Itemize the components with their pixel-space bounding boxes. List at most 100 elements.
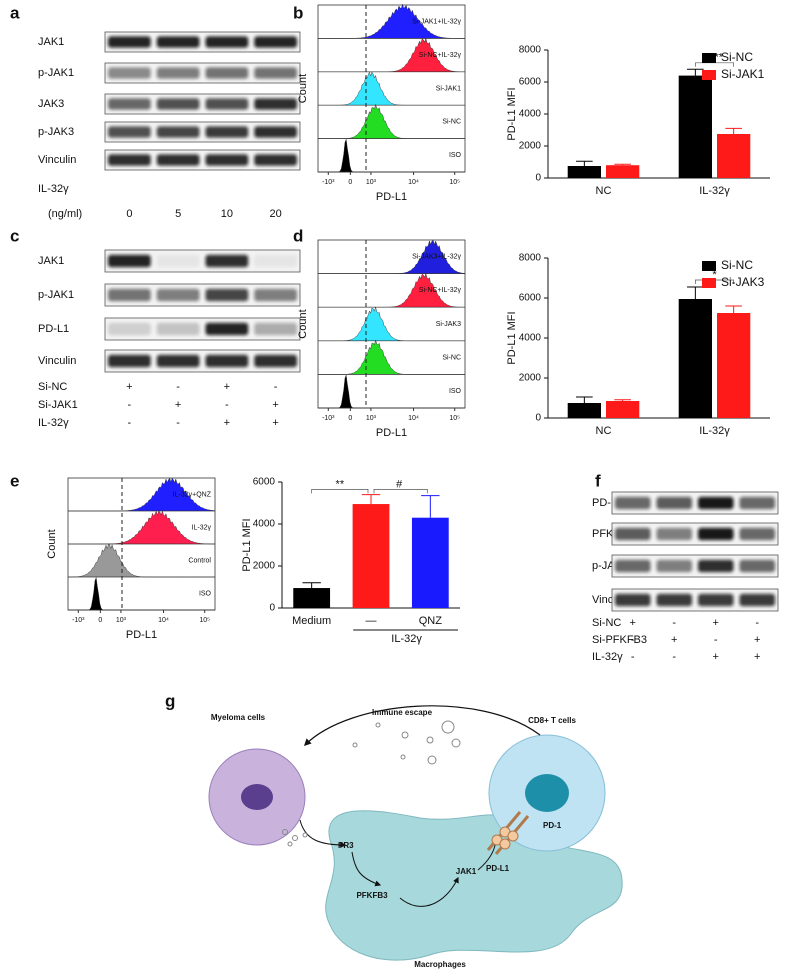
y-tick-label: 4000 [519, 109, 542, 120]
flow-track-label: ISO [449, 388, 462, 395]
condition-sign: + [175, 399, 181, 411]
significance-label: * [712, 269, 717, 281]
y-tick-label: 2000 [253, 561, 276, 572]
blot-frame [104, 121, 301, 143]
bar [605, 165, 640, 178]
significance-bracket [373, 489, 428, 494]
blot-band [254, 254, 297, 268]
panel-label: b [293, 3, 303, 22]
group-label: IL-32γ [391, 633, 422, 645]
label-pd1: PD-1 [543, 821, 562, 830]
condition-label: Si-NC [38, 381, 67, 393]
blot-band [698, 527, 734, 541]
y-axis-label: Count [297, 74, 309, 103]
condition-sign: + [671, 634, 677, 646]
blot-row-label: JAK1 [38, 255, 64, 267]
x-tick-label: NC [596, 185, 612, 197]
blot-band [254, 36, 297, 48]
x-tick-label: 10⁵ [449, 179, 460, 186]
x-tick-label: 10³ [366, 415, 377, 422]
condition-sign: - [176, 381, 180, 393]
condition-sign: + [713, 617, 719, 629]
bar [716, 313, 751, 418]
condition-label: IL-32γ [592, 651, 623, 663]
blot-frame [611, 491, 779, 515]
blot-band [739, 527, 775, 541]
x-tick-label: — [366, 615, 377, 627]
blot-frame [104, 249, 301, 273]
condition-sign: - [274, 381, 278, 393]
x-tick-label: 10⁵ [449, 415, 460, 422]
condition-sign: + [272, 417, 278, 429]
blot-band [108, 288, 151, 302]
legend-swatch [702, 70, 716, 80]
vesicles [282, 720, 461, 847]
condition-sign: - [714, 634, 718, 646]
blot-band [615, 559, 651, 573]
bar [567, 166, 602, 178]
blot-band [156, 67, 200, 79]
x-tick-label: 0 [98, 617, 102, 624]
flow-track-label: ISO [449, 152, 462, 159]
blot-row-label: p-JAK3 [38, 126, 74, 138]
condition-sign: + [630, 617, 636, 629]
y-axis-label: PD-L1 MFI [506, 311, 518, 364]
y-tick-label: 2000 [519, 373, 542, 384]
label-macrophages: Macrophages [414, 960, 466, 969]
bar [605, 401, 640, 418]
x-tick-label: -10³ [72, 617, 85, 624]
condition-sign: + [754, 651, 760, 663]
pfkfb3-arrow [351, 851, 382, 887]
panel-label: e [10, 471, 19, 490]
x-tick-label: 10⁴ [408, 415, 419, 422]
label-pfkfb3: PFKFB3 [356, 891, 388, 900]
blot-band [739, 559, 775, 573]
condition-sign: + [272, 399, 278, 411]
blot-band [205, 254, 249, 268]
blot-band [656, 527, 692, 541]
y-tick-label: 6000 [253, 477, 276, 488]
blot-frame [104, 283, 301, 307]
bar [411, 517, 449, 608]
blot-band [656, 559, 692, 573]
blot-frame [611, 554, 779, 578]
condition-label: IL-32γ [38, 417, 69, 429]
label-pr3: PR3 [338, 841, 354, 850]
condition-sign: - [672, 617, 676, 629]
x-tick-label: NC [596, 425, 612, 437]
blot-frame [104, 31, 301, 53]
blot-band [254, 154, 297, 166]
blot-band [254, 67, 297, 79]
flow-track-label: Si-JAK3 [436, 321, 461, 328]
significance-bracket [311, 489, 369, 494]
significance-label: # [396, 478, 403, 490]
flow-track-label: Si-JAK1 [436, 85, 461, 92]
blot-band [108, 322, 151, 336]
blot-band [698, 496, 734, 510]
condition-sign: - [631, 651, 635, 663]
panel-label: d [293, 226, 303, 245]
bar [293, 588, 331, 608]
blot-row-label: PD-L1 [38, 323, 69, 335]
flow-histogram [68, 577, 215, 611]
dose-label: 0 [126, 208, 132, 220]
blot-band [205, 126, 249, 138]
legend-swatch [702, 278, 716, 288]
condition-sign: - [631, 634, 635, 646]
flow-track-label: IL-32γ [192, 524, 212, 531]
y-tick-label: 0 [535, 413, 541, 424]
condition-sign: - [672, 651, 676, 663]
dose-label: 5 [175, 208, 181, 220]
y-axis-label: Count [46, 529, 58, 558]
condition-sign: + [224, 381, 230, 393]
blot-band [156, 254, 200, 268]
t-cell-nucleus [525, 774, 569, 812]
condition-sign: + [713, 651, 719, 663]
y-axis-label: Count [297, 309, 309, 338]
blot-frame [104, 149, 301, 171]
blot-band [739, 593, 775, 607]
y-tick-label: 4000 [253, 519, 276, 530]
blot-band [108, 354, 151, 368]
blot-band [205, 354, 249, 368]
